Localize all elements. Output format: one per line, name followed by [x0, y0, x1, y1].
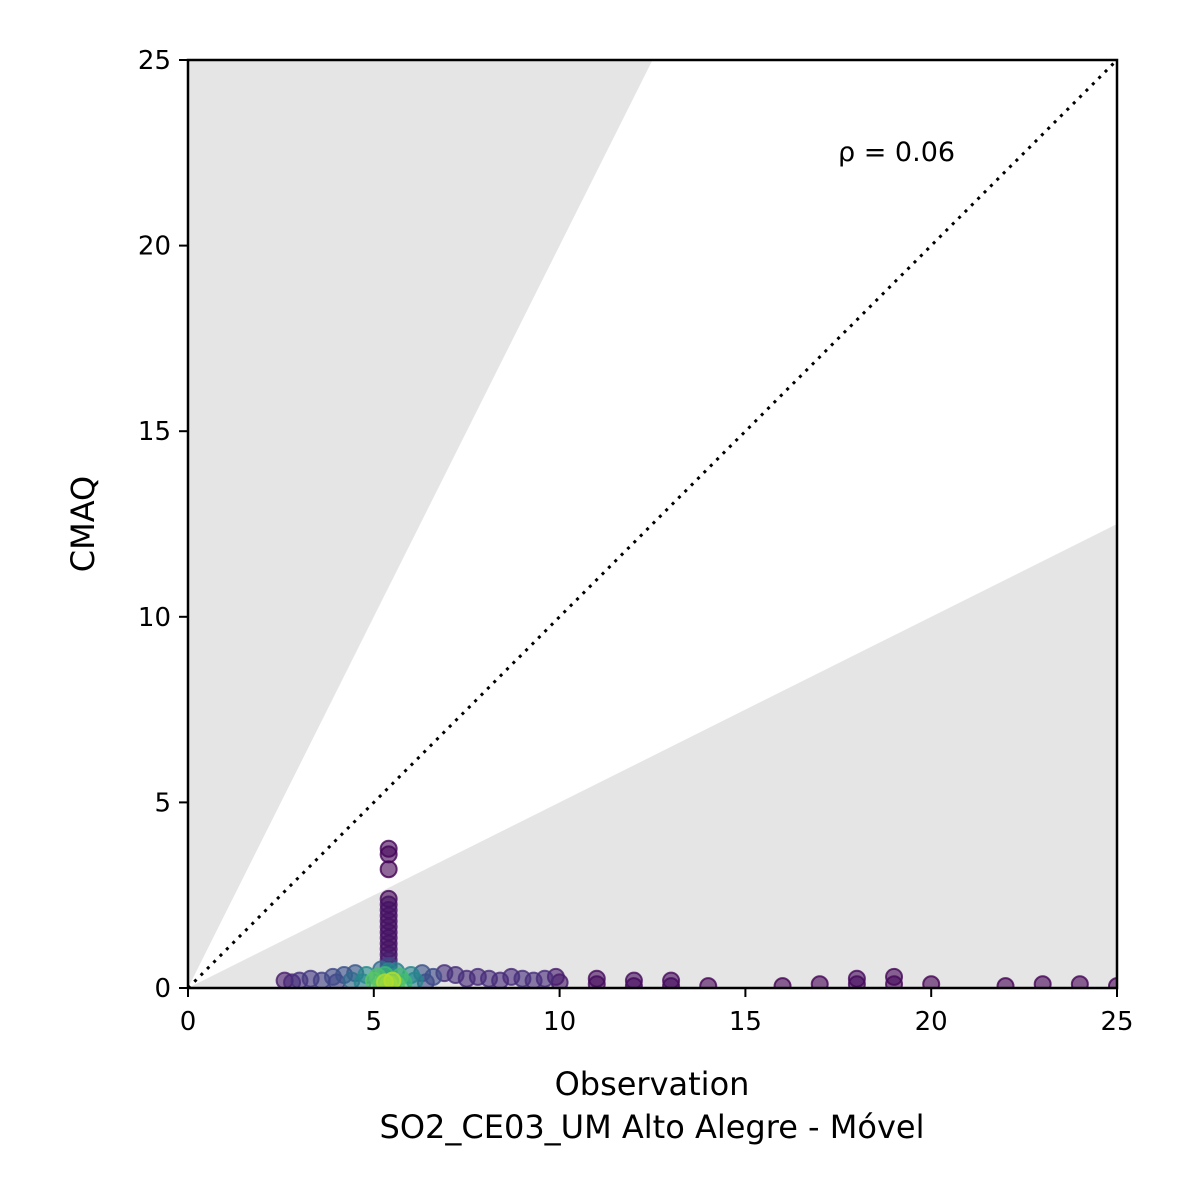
data-point [847, 975, 866, 988]
one-to-one-line [188, 60, 1117, 988]
data-point [773, 977, 792, 988]
y-tick-label: 20 [138, 232, 171, 262]
x-axis-ticks: 0 5 10 15 20 25 [180, 988, 1134, 1037]
data-point [1070, 975, 1089, 988]
x-axis-label: Observation [555, 1065, 750, 1103]
x-tick-label: 5 [366, 1007, 383, 1037]
data-point [996, 977, 1015, 988]
data-point [383, 971, 402, 988]
data-point [513, 969, 532, 988]
x-tick-label: 25 [1100, 1007, 1133, 1037]
data-point [587, 975, 606, 988]
annotation-rho: ρ = 0.06 [838, 137, 955, 168]
y-tick-label: 10 [138, 603, 171, 633]
data-point [922, 975, 941, 988]
y-axis-label: CMAQ [64, 476, 102, 572]
shaded-region-upper [188, 60, 653, 988]
shaded-regions [188, 60, 1117, 988]
plot-frame [186, 58, 1119, 990]
x-tick-label: 20 [915, 1007, 948, 1037]
x-axis-sublabel: SO2_CE03_UM Alto Alegre - Móvel [380, 1108, 925, 1146]
data-point [379, 845, 398, 864]
data-point [885, 975, 904, 988]
data-points [275, 839, 1117, 988]
data-point [699, 977, 718, 988]
x-tick-label: 10 [543, 1007, 576, 1037]
data-point [1108, 977, 1117, 988]
y-tick-label: 5 [154, 788, 171, 818]
shaded-region-lower [188, 524, 1117, 988]
y-axis-ticks: 0 5 10 15 20 25 [138, 46, 188, 1004]
data-point [810, 975, 829, 988]
y-tick-label: 25 [138, 46, 171, 76]
data-point [479, 969, 498, 988]
x-tick-label: 15 [729, 1007, 762, 1037]
data-point [379, 860, 398, 879]
y-tick-label: 0 [154, 974, 171, 1004]
y-tick-label: 15 [138, 417, 171, 447]
data-point [1033, 975, 1052, 988]
data-point [624, 971, 643, 988]
data-point [662, 977, 681, 988]
x-tick-label: 0 [180, 1007, 197, 1037]
